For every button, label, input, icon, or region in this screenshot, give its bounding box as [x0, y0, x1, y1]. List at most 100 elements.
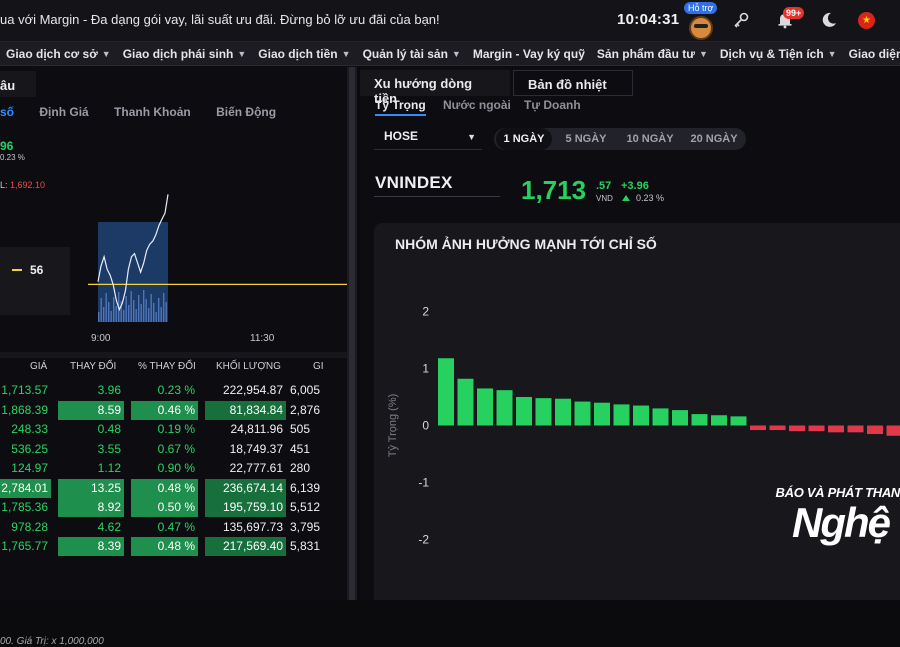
col-header-volume[interactable]: KHỐI LƯỢNG [216, 361, 281, 379]
tab-bien-dong[interactable]: Biến Động [216, 105, 276, 119]
cell-value: 451 [290, 440, 330, 459]
support-mascot-icon [689, 16, 713, 40]
volume-bar [141, 304, 142, 322]
legend-value: 56 [30, 263, 43, 277]
tab-dinh-gia[interactable]: Định Giá [39, 105, 88, 119]
tab-thanh-khoan[interactable]: Thanh Khoản [114, 105, 191, 119]
subtab-nuoc-ngoai[interactable]: Nước ngoài [443, 98, 511, 112]
period-5-days[interactable]: 5 NGÀY [556, 128, 616, 150]
tab-xu-huong-dong-tien[interactable]: Xu hướng dòng tiền [360, 70, 510, 96]
index-pct-fragment: 0.23 % [0, 153, 25, 162]
vietnam-flag-icon[interactable]: ★ [858, 12, 875, 29]
watermark-top-text: BÁO VÀ PHÁT THAN [776, 485, 900, 500]
scrollbar-thumb[interactable] [349, 67, 355, 600]
promo-marquee[interactable]: ua với Margin - Đa dạng gói vay, lãi suấ… [0, 12, 440, 27]
intraday-chart[interactable] [88, 162, 347, 337]
x-tick-9-00: 9:00 [91, 333, 110, 344]
menu-item-giao-dich-tien[interactable]: Giao dịch tiền▼ [252, 47, 356, 61]
divider [0, 352, 347, 358]
impact-bar[interactable] [809, 426, 825, 432]
menu-item-giao-dich-co-so[interactable]: Giao dịch cơ sở▼ [0, 47, 117, 61]
impact-bar[interactable] [458, 379, 474, 426]
impact-bar[interactable] [614, 404, 630, 425]
impact-bar[interactable] [672, 410, 688, 425]
impact-bar[interactable] [575, 402, 591, 426]
col-header-pct-change[interactable]: % THAY ĐỔI [138, 361, 196, 379]
subtab-tu-doanh[interactable]: Tự Doanh [524, 98, 581, 112]
money-flow-panel: Xu hướng dòng tiền Bản đồ nhiệt Tỷ Trọng… [360, 67, 900, 600]
cell-change: 1.12 [58, 459, 124, 478]
impact-bar[interactable] [653, 408, 669, 425]
col-header-value[interactable]: GI [313, 361, 324, 379]
impact-chart-card: NHÓM ẢNH HƯỞNG MẠNH TỚI CHỈ SỐ Tỷ Trọng … [374, 223, 900, 600]
volume-bar [161, 307, 162, 322]
key-icon[interactable] [732, 11, 750, 29]
legend-box [0, 247, 70, 315]
volume-bar [156, 312, 157, 322]
menu-item-margin[interactable]: Margin - Vay ký quỹ [467, 47, 591, 61]
col-header-change[interactable]: THAY ĐỔI [70, 361, 116, 379]
chevron-down-icon: ▼ [237, 49, 246, 59]
support-label: Hỗ trợ [684, 2, 717, 14]
support-button[interactable]: Hỗ trợ [684, 2, 718, 40]
cell-pct-change: 0.67 % [131, 440, 198, 459]
impact-bar[interactable] [477, 388, 493, 425]
tab-chi-so[interactable]: số [0, 105, 14, 119]
cell-volume: 24,811.96 [205, 420, 286, 439]
cell-volume: 22,777.61 [205, 459, 286, 478]
cell-value: 505 [290, 420, 330, 439]
impact-bar[interactable] [789, 426, 805, 432]
impact-bar[interactable] [633, 406, 649, 426]
chevron-down-icon: ▼ [699, 49, 708, 59]
up-arrow-icon [622, 195, 630, 201]
cell-change: 4.62 [58, 518, 124, 537]
impact-bar[interactable] [497, 390, 513, 425]
subtab-ty-trong[interactable]: Tỷ Trọng [375, 98, 426, 116]
col-header-price[interactable]: GIÁ [30, 361, 47, 379]
cell-pct-change: 0.23 % [131, 381, 198, 400]
exchange-select[interactable]: HOSE▼ [374, 124, 482, 150]
impact-bar[interactable] [594, 403, 610, 426]
impact-bar[interactable] [692, 414, 708, 425]
period-1-day[interactable]: 1 NGÀY [496, 128, 552, 150]
tab-ban-do-nhiet[interactable]: Bản đồ nhiệt [513, 70, 633, 96]
impact-bar[interactable] [711, 415, 727, 425]
impact-bar[interactable] [536, 398, 552, 425]
period-10-days[interactable]: 10 NGÀY [618, 128, 682, 150]
menu-item-quan-ly-tai-san[interactable]: Quản lý tài sản▼ [357, 47, 467, 61]
cell-volume: 217,569.40 [205, 537, 286, 556]
period-20-days[interactable]: 20 NGÀY [684, 128, 744, 150]
menu-item-san-pham-dau-tu[interactable]: Sản phẩm đầu tư▼ [591, 47, 714, 61]
impact-bar[interactable] [516, 397, 532, 426]
impact-bar[interactable] [867, 426, 883, 435]
impact-bar[interactable] [828, 426, 844, 433]
impact-bar[interactable] [887, 426, 900, 436]
impact-bar[interactable] [750, 426, 766, 431]
chevron-down-icon: ▼ [102, 49, 111, 59]
volume-bar [143, 290, 144, 322]
impact-bar[interactable] [731, 416, 747, 425]
panel-scrollbar[interactable] [347, 67, 357, 600]
moon-icon[interactable] [820, 11, 838, 29]
volume-bar [123, 310, 124, 322]
volume-bar [146, 299, 147, 322]
impact-bar[interactable] [848, 426, 864, 433]
impact-bar[interactable] [770, 426, 786, 431]
menu-item-giao-dich-phai-sinh[interactable]: Giao dịch phái sinh▼ [117, 47, 253, 61]
menu-item-giao-dien[interactable]: Giao diện của [843, 47, 900, 61]
impact-bar[interactable] [438, 358, 454, 425]
cell-change: 8.59 [58, 401, 124, 420]
volume-bar [106, 293, 107, 322]
impact-bar[interactable] [555, 399, 571, 426]
cell-value: 2,876 [290, 401, 330, 420]
menu-item-dich-vu-tien-ich[interactable]: Dịch vụ & Tiện ích▼ [714, 47, 843, 61]
